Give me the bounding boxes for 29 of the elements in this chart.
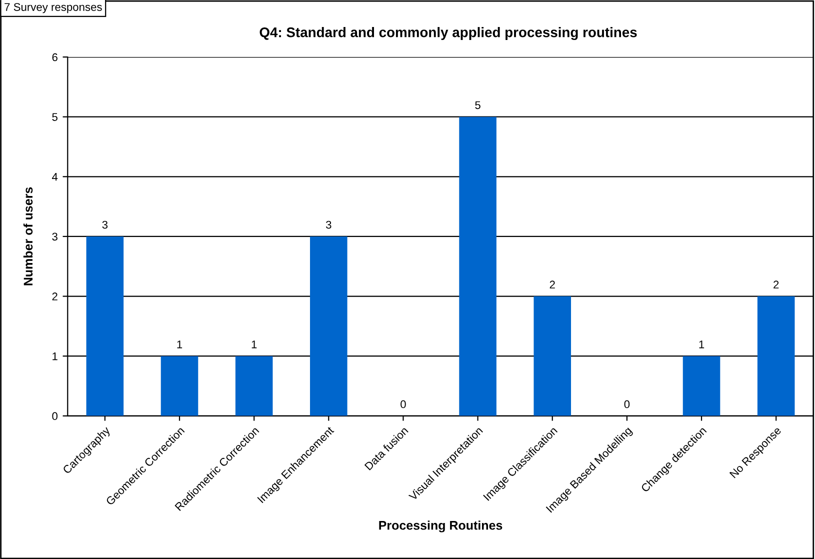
x-axis-title: Processing Routines — [379, 520, 502, 532]
bar — [86, 236, 124, 416]
y-tick-label: 0 — [52, 412, 58, 420]
bar — [160, 356, 198, 416]
y-tick-label: 3 — [52, 232, 58, 241]
y-tick-label: 2 — [52, 292, 58, 300]
bar — [682, 356, 720, 416]
data-label: 2 — [550, 280, 555, 288]
data-label: 3 — [326, 220, 332, 229]
data-label: 1 — [252, 340, 257, 348]
data-label: 0 — [400, 400, 406, 408]
bar — [534, 296, 572, 416]
y-tick-label: 4 — [52, 173, 58, 181]
y-tick-label: 5 — [52, 113, 58, 121]
bar — [459, 116, 496, 416]
data-label: 1 — [699, 340, 704, 348]
data-label: 0 — [624, 400, 630, 408]
chart-title: Q4: Standard and commonly applied processing routines — [260, 27, 637, 40]
text: 7 Survey responses — [4, 3, 102, 14]
y-tick-label: 1 — [52, 352, 58, 360]
data-label: 3 — [102, 220, 108, 229]
bar — [310, 236, 348, 416]
data-label: 1 — [177, 340, 182, 348]
bar — [757, 296, 795, 416]
bar — [235, 356, 273, 416]
data-label: 2 — [774, 280, 779, 288]
data-label: 5 — [475, 101, 480, 110]
y-axis-title: Number of users — [23, 187, 33, 286]
y-tick-label: 6 — [52, 53, 58, 62]
